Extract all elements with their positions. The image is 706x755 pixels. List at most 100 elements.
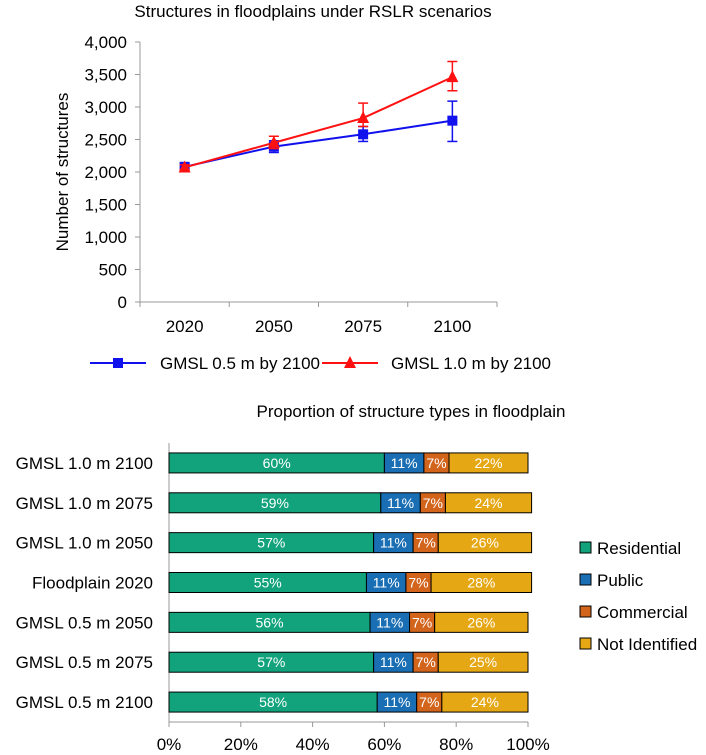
bar-data-label: 56% <box>256 614 284 630</box>
legend-label: Public <box>597 571 644 590</box>
bar-data-label: 60% <box>263 455 291 471</box>
bar-chart: Proportion of structure types in floodpl… <box>16 402 698 754</box>
bar-segment-not-identified <box>437 651 529 673</box>
bar-row: GMSL 1.0 m 2100 60% 11% 7% 22% <box>16 452 529 474</box>
bar-chart-title: Proportion of structure types in floodpl… <box>256 402 565 421</box>
line-chart-y-axis-label: Number of structures <box>53 93 72 252</box>
x-tick-label: 2100 <box>433 317 471 336</box>
bar-segment-not-identified <box>434 611 529 633</box>
bar-data-label: 57% <box>257 654 285 670</box>
bar-segment-not-identified <box>430 572 533 593</box>
legend-label: Commercial <box>597 603 688 622</box>
series-line <box>184 119 453 168</box>
bar-data-label: 26% <box>467 614 495 630</box>
y-tick-label: 1,000 <box>84 228 127 247</box>
bar-chart-legend: Residential Public Commercial Not Identifie… <box>579 539 697 654</box>
bar-row: GMSL 1.0 m 2075 59% 11% 7% 24% <box>16 492 533 514</box>
line-chart-legend: GMSL 0.5 m by 2100 GMSL 1.0 m by 2100 <box>90 354 551 373</box>
data-point-triangle <box>446 70 459 83</box>
line-chart-x-ticks: 2020 2050 2075 2100 <box>166 317 472 336</box>
data-point-triangle <box>357 111 370 124</box>
x-tick-label: 2075 <box>344 317 382 336</box>
bar-chart-rows: GMSL 1.0 m 2100 60% 11% 7% 22% GMSL 1.0 m 207… <box>16 452 533 713</box>
legend-swatch-residential <box>579 541 592 554</box>
bar-row: GMSL 0.5 m 2075 57% 11% 7% 25% <box>16 651 529 673</box>
line-chart-series <box>178 60 459 173</box>
y-tick-label: 0 <box>118 293 127 312</box>
bar-data-label: 11% <box>376 614 403 630</box>
bar-data-label: 11% <box>383 694 410 710</box>
y-tick-label: 1,500 <box>84 196 127 215</box>
bar-category-label: GMSL 0.5 m 2075 <box>16 653 153 672</box>
x-tick-label: 20% <box>224 735 258 754</box>
bar-category-label: GMSL 1.0 m 2100 <box>16 454 153 473</box>
bar-segment-not-identified <box>441 691 529 713</box>
bar-data-label: 26% <box>471 535 499 551</box>
bar-data-label: 11% <box>391 455 418 471</box>
y-tick-label: 3,000 <box>84 98 127 117</box>
line-chart: Structures in floodplains under RSLR sce… <box>53 2 551 373</box>
legend-label-gmsl-10: GMSL 1.0 m by 2100 <box>391 354 551 373</box>
bar-data-label: 58% <box>259 694 287 710</box>
bar-category-label: GMSL 0.5 m 2100 <box>16 693 153 712</box>
bar-data-label: 7% <box>426 455 446 471</box>
bar-category-label: GMSL 1.0 m 2075 <box>16 494 153 513</box>
bar-data-label: 57% <box>257 535 285 551</box>
bar-data-label: 24% <box>474 495 502 511</box>
legend-swatch-commercial <box>579 605 592 618</box>
bar-data-label: 7% <box>423 495 443 511</box>
bar-data-label: 7% <box>416 535 436 551</box>
bar-category-label: Floodplain 2020 <box>32 574 153 593</box>
line-chart-title: Structures in floodplains under RSLR sce… <box>134 2 491 21</box>
bar-data-label: 25% <box>469 654 497 670</box>
x-tick-label: 2020 <box>166 317 204 336</box>
y-tick-label: 500 <box>99 261 127 280</box>
data-point-triangle <box>267 135 280 148</box>
y-tick-label: 3,500 <box>84 66 127 85</box>
bar-data-label: 24% <box>471 694 499 710</box>
line-chart-y-ticks: 0 500 1,000 1,500 2,000 2,500 3,000 3,500 4,000 <box>84 33 140 312</box>
line-chart-axes <box>139 42 498 307</box>
legend-label: Not Identified <box>597 635 697 654</box>
bar-data-label: 11% <box>380 535 407 551</box>
bar-segment-not-identified <box>448 452 529 474</box>
bar-data-label: 7% <box>416 654 436 670</box>
bar-segment-not-identified <box>444 492 533 514</box>
legend-label-gmsl-05: GMSL 0.5 m by 2100 <box>160 354 320 373</box>
y-tick-label: 4,000 <box>84 33 127 52</box>
bar-data-label: 59% <box>261 495 289 511</box>
bar-chart-x-ticks: 0% 20% 40% 60% 80% 100% <box>157 722 550 754</box>
bar-row: GMSL 0.5 m 2100 58% 11% 7% 24% <box>16 691 529 713</box>
x-tick-label: 2050 <box>255 317 293 336</box>
bar-row: Floodplain 2020 55% 11% 7% 28% <box>32 572 533 593</box>
bar-row: GMSL 1.0 m 2050 57% 11% 7% 26% <box>16 532 533 554</box>
legend-swatch-not-identified <box>579 637 592 650</box>
y-tick-label: 2,000 <box>84 163 127 182</box>
x-tick-label: 100% <box>506 735 549 754</box>
bar-data-label: 11% <box>373 575 400 591</box>
data-point-triangle <box>178 160 191 173</box>
x-tick-label: 80% <box>439 735 473 754</box>
bar-data-label: 11% <box>387 495 414 511</box>
bar-data-label: 11% <box>380 654 407 670</box>
legend-swatch-public <box>579 573 592 586</box>
bar-data-label: 55% <box>254 575 282 591</box>
bar-segment-not-identified <box>437 532 533 554</box>
series-line <box>184 76 453 169</box>
bar-row: GMSL 0.5 m 2050 56% 11% 7% 26% <box>16 611 529 633</box>
bar-data-label: 7% <box>412 614 432 630</box>
data-point-square <box>447 115 458 126</box>
bar-category-label: GMSL 0.5 m 2050 <box>16 613 153 632</box>
x-tick-label: 60% <box>367 735 401 754</box>
bar-data-label: 22% <box>474 455 502 471</box>
legend-marker-square <box>113 358 123 368</box>
bar-data-label: 28% <box>467 575 495 591</box>
bar-data-label: 7% <box>419 694 439 710</box>
bar-data-label: 7% <box>408 575 428 591</box>
x-tick-label: 40% <box>296 735 330 754</box>
legend-label: Residential <box>597 539 681 558</box>
bar-category-label: GMSL 1.0 m 2050 <box>16 534 153 553</box>
x-tick-label: 0% <box>157 735 182 754</box>
legend-marker-triangle <box>344 356 356 368</box>
